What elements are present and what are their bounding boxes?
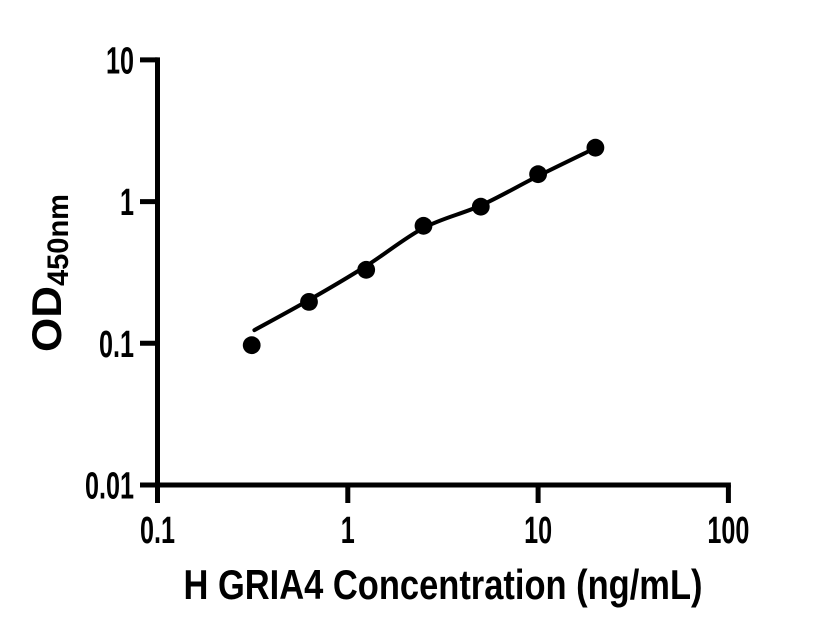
x-tick-label: 1 [341,510,355,552]
data-point [414,216,433,235]
data-point [300,293,318,311]
y-tick-label: 0.01 [85,466,134,508]
x-axis-title: H GRIA4 Concentration (ng/mL) [184,561,703,608]
data-point [242,336,261,355]
y-tick-label: 0.1 [99,324,134,366]
plot-draw-layer [140,57,731,503]
data-point [357,260,376,279]
y-tick-label: 1 [120,182,134,224]
x-tick-label: 10 [524,510,552,552]
y-axis-title-main: OD [23,286,70,352]
y-axis-title: OD450nm [23,194,75,352]
data-point [471,197,490,216]
data-point [529,165,547,184]
x-tick-label: 100 [707,510,749,552]
x-tick-label: 0.1 [140,510,175,552]
y-axis-title-subscript: 450nm [42,194,75,286]
y-tick-label: 10 [106,41,134,83]
data-point [586,138,605,157]
